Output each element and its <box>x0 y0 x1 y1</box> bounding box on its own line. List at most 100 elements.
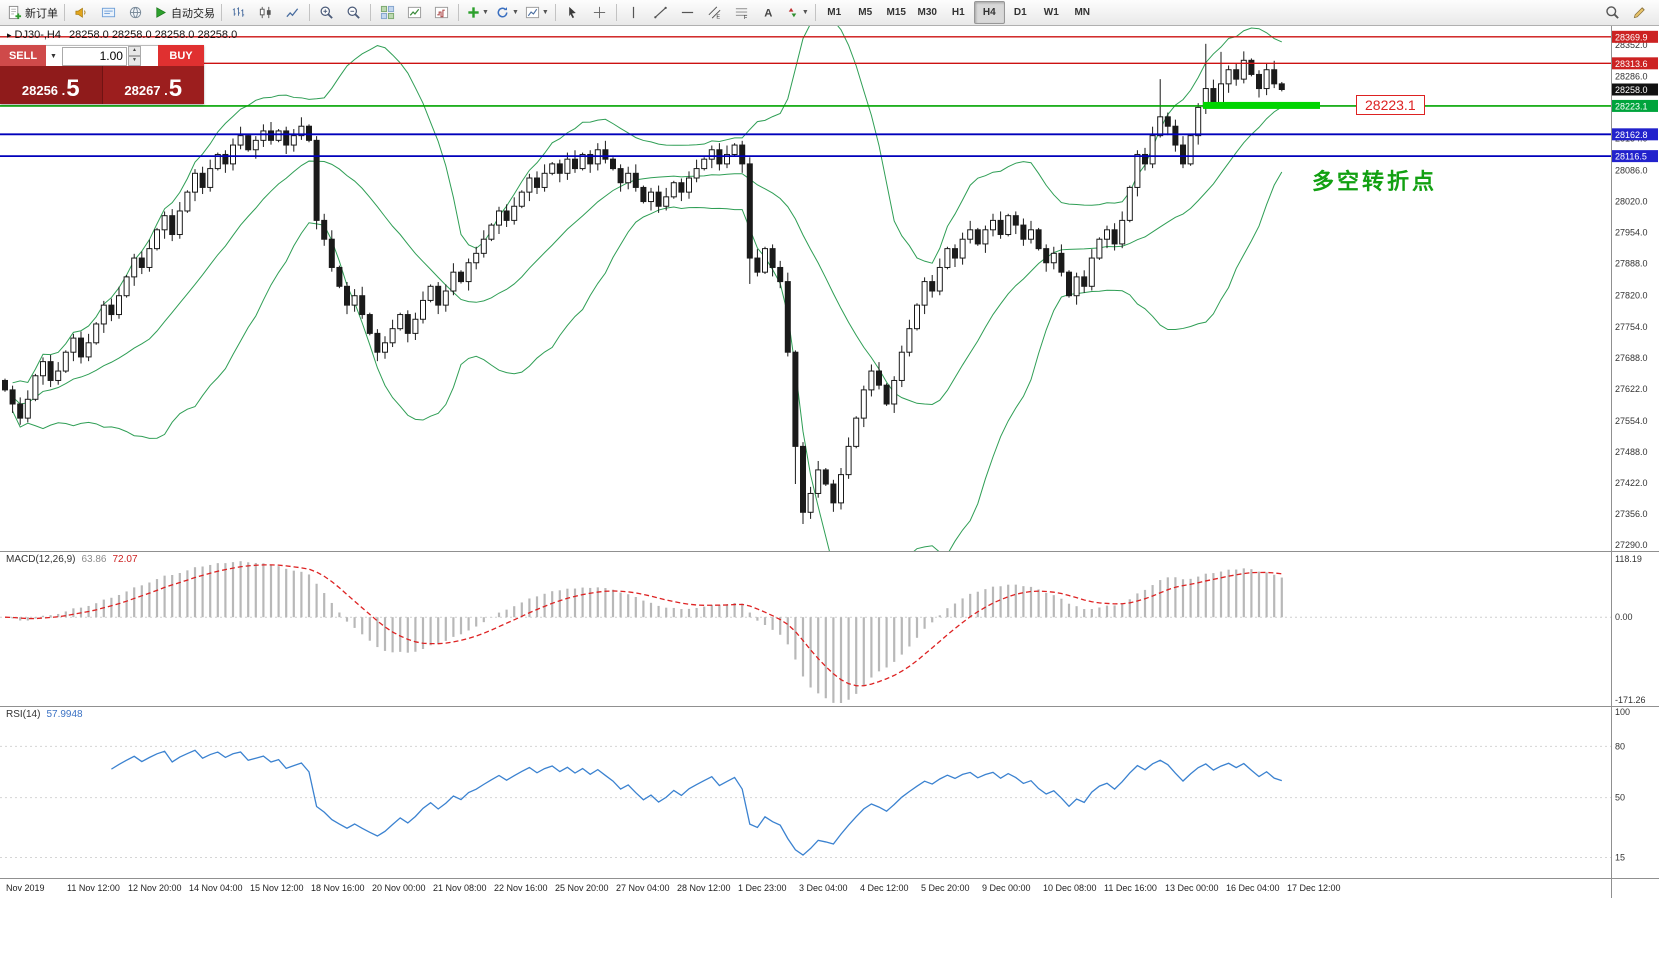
sell-price[interactable]: 28256 .5 <box>0 66 103 104</box>
sell-button[interactable]: SELL <box>0 45 46 66</box>
svg-text:27290.0: 27290.0 <box>1615 540 1648 550</box>
zoom-out-button[interactable] <box>340 1 367 24</box>
objects-list-button[interactable] <box>428 1 455 24</box>
timeframe-h4-button[interactable]: H4 <box>973 1 1005 24</box>
symbol-info: ▸ DJ30-,H4 28258.0 28258.0 28258.0 28258.0 <box>7 29 237 41</box>
svg-text:80: 80 <box>1615 741 1625 751</box>
svg-text:16 Dec 04:00: 16 Dec 04:00 <box>1226 883 1280 893</box>
crosshair-button[interactable] <box>586 1 613 24</box>
chevron-down-icon: ▼ <box>541 9 549 16</box>
card-icon <box>101 5 117 21</box>
svg-text:20 Nov 00:00: 20 Nov 00:00 <box>372 883 426 893</box>
toolbar-separator <box>615 4 617 21</box>
svg-text:27622.0: 27622.0 <box>1615 384 1648 394</box>
timeframe-m30-button[interactable]: M30 <box>912 1 943 24</box>
symbol-ohlc: 28258.0 28258.0 28258.0 28258.0 <box>69 29 238 41</box>
toolbar: 新订单 自动交易 ▼ ▼ ▼ E F A ▼ M1 M5 M15 M30 H1 H4 D1 W1 MN <box>0 0 1659 26</box>
lot-decrease-button[interactable]: ▼ <box>127 56 141 66</box>
tile-windows-button[interactable] <box>374 1 401 24</box>
toolbar-separator <box>814 4 816 21</box>
buy-price-big-digit: 5 <box>168 75 183 102</box>
buy-price[interactable]: 28267 .5 <box>102 66 204 104</box>
toolbar-separator <box>309 4 310 21</box>
toolbar-right-group <box>1599 0 1659 25</box>
horizontal-line-button[interactable] <box>674 1 701 24</box>
timeframe-w1-button[interactable]: W1 <box>1036 1 1067 24</box>
chart-annotation-text: 多空转折点 <box>1312 169 1438 194</box>
svg-text:27356.0: 27356.0 <box>1615 509 1648 519</box>
svg-text:13 Dec 00:00: 13 Dec 00:00 <box>1165 883 1219 893</box>
timeframe-m5-button[interactable]: M5 <box>850 1 881 24</box>
crosshair-icon <box>591 5 607 21</box>
symbol-marker-icon: ▸ <box>7 30 12 40</box>
timeframe-mn-button[interactable]: MN <box>1067 1 1098 24</box>
sell-price-big-digit: 5 <box>66 75 80 102</box>
svg-text:F: F <box>744 15 748 20</box>
timeframe-h1-button[interactable]: H1 <box>943 1 974 24</box>
macd-name: MACD(12,26,9) <box>6 554 76 565</box>
market-watch-button[interactable] <box>95 1 122 24</box>
timeframe-m1-button[interactable]: M1 <box>819 1 850 24</box>
candlestick-chart-button[interactable] <box>252 1 279 24</box>
lot-size-input[interactable] <box>61 46 127 66</box>
zoomin-icon <box>319 5 335 21</box>
lot-dropdown-caret-icon[interactable]: ▼ <box>50 52 57 60</box>
buy-button[interactable]: BUY <box>158 45 204 66</box>
svg-text:27 Nov 04:00: 27 Nov 04:00 <box>616 883 670 893</box>
globe-icon <box>128 5 144 21</box>
pencil-icon <box>1632 5 1648 21</box>
svg-text:27688.0: 27688.0 <box>1615 353 1648 363</box>
zoom-in-button[interactable] <box>313 1 340 24</box>
search-icon <box>1605 5 1621 21</box>
text-label-button[interactable]: A <box>755 1 782 24</box>
play-icon <box>152 5 168 21</box>
arrows-button[interactable]: ▼ <box>782 1 812 24</box>
timeframe-d1-button-label: D1 <box>1013 7 1027 18</box>
community-button[interactable] <box>122 1 149 24</box>
auto-scroll-button[interactable]: ▼ <box>492 1 522 24</box>
bar-chart-button[interactable] <box>225 1 252 24</box>
hline-icon <box>679 5 695 21</box>
svg-text:28020.0: 28020.0 <box>1615 197 1648 207</box>
equidistant-channel-button[interactable]: E <box>701 1 728 24</box>
svg-text:27422.0: 27422.0 <box>1615 478 1648 488</box>
timeframe-d1-button[interactable]: D1 <box>1005 1 1036 24</box>
timeframe-m30-button-label: M30 <box>917 7 937 18</box>
svg-text:28116.5: 28116.5 <box>1615 152 1647 162</box>
alerts-button[interactable] <box>68 1 95 24</box>
auto-trading-button-label: 自动交易 <box>171 7 215 20</box>
new-order-button[interactable]: 新订单 <box>3 1 61 24</box>
svg-text:28223.1: 28223.1 <box>1615 101 1648 111</box>
svg-text:28162.8: 28162.8 <box>1615 130 1648 140</box>
toolbar-separator <box>554 4 556 21</box>
macd-indicator-label: MACD(12,26,9) 63.86 72.07 <box>6 554 138 565</box>
sell-price-main: 28256 . <box>21 83 66 98</box>
vertical-line-button[interactable] <box>620 1 647 24</box>
line-chart-button[interactable] <box>279 1 306 24</box>
svg-text:27954.0: 27954.0 <box>1615 228 1648 238</box>
svg-text:0.00: 0.00 <box>1615 612 1633 622</box>
trendline-button[interactable] <box>647 1 674 24</box>
search-button[interactable] <box>1599 1 1626 24</box>
timeframe-m15-button-label: M15 <box>886 7 906 18</box>
channel-icon: E <box>706 5 722 21</box>
svg-text:9 Dec 00:00: 9 Dec 00:00 <box>982 883 1031 893</box>
timeframe-m15-button[interactable]: M15 <box>881 1 912 24</box>
edit-button[interactable] <box>1626 1 1653 24</box>
indicator-window-button[interactable] <box>401 1 428 24</box>
templates-button[interactable]: ▼ <box>522 1 552 24</box>
add-indicator-button[interactable]: ▼ <box>462 1 492 24</box>
plusgreen-icon <box>465 5 481 21</box>
price-level-tag[interactable]: 28223.1 <box>1356 95 1425 115</box>
cursor-button[interactable] <box>559 1 586 24</box>
textA-icon: A <box>760 5 776 21</box>
chevron-down-icon: ▼ <box>511 9 519 16</box>
fibonacci-button[interactable]: F <box>728 1 755 24</box>
svg-text:12 Nov 20:00: 12 Nov 20:00 <box>128 883 182 893</box>
auto-trading-button[interactable]: 自动交易 <box>149 1 218 24</box>
macd-main-value: 63.86 <box>81 554 107 565</box>
lot-increase-button[interactable]: ▲ <box>127 46 141 56</box>
svg-text:27820.0: 27820.0 <box>1615 291 1648 301</box>
svg-text:5 Dec 20:00: 5 Dec 20:00 <box>921 883 970 893</box>
